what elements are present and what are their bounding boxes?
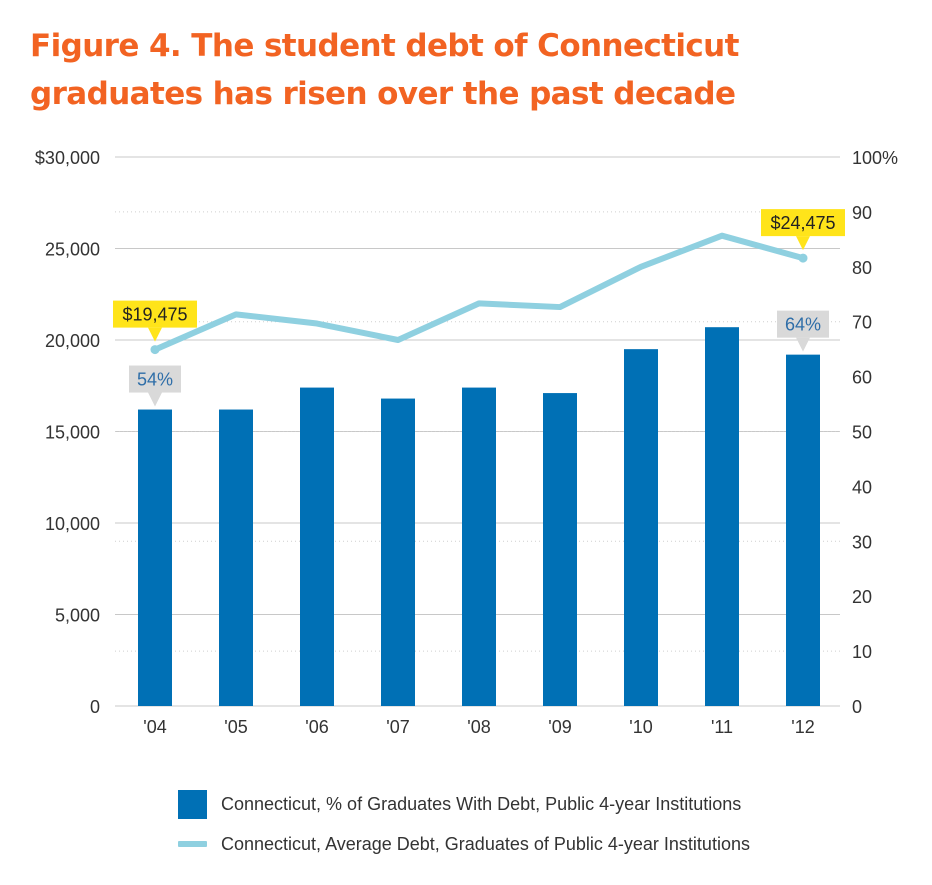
legend-label-bars: Connecticut, % of Graduates With Debt, P… — [221, 793, 742, 814]
right-axis-tick-label: 80 — [852, 258, 872, 278]
x-axis-tick-label: '07 — [386, 717, 409, 737]
right-axis-tick-label: 100% — [852, 148, 898, 168]
annotations: $19,475 $24,475 54% 64% — [113, 209, 845, 407]
right-axis-tick-label: 30 — [852, 532, 872, 552]
bar — [138, 409, 172, 706]
left-axis-ticks: $30,000 25,000 20,000 15,000 10,000 5,000 0 — [35, 148, 100, 717]
line-point — [798, 253, 808, 263]
right-axis-tick-label: 0 — [852, 697, 862, 717]
chart-area: $30,000 25,000 20,000 15,000 10,000 5,000 0 10… — [35, 148, 898, 737]
right-axis-tick-label: 50 — [852, 423, 872, 443]
callout-pointer — [148, 327, 162, 342]
chart-title: Figure 4. The student debt of Connecticu… — [30, 28, 739, 112]
percent-callout: 54% — [129, 365, 181, 407]
callout-box — [129, 365, 181, 393]
right-axis-tick-label: 10 — [852, 642, 872, 662]
callout-box — [777, 310, 829, 338]
legend-item-line: Connecticut, Average Debt, Graduates of … — [178, 828, 750, 860]
callout-pointer — [796, 337, 810, 352]
x-axis-tick-label: '05 — [224, 717, 247, 737]
bar — [381, 398, 415, 706]
bar-series — [138, 327, 820, 706]
x-axis-ticks: '04 '05 '06 '07 '08 '09 '10 '11 '12 — [143, 717, 814, 737]
callout-box — [113, 300, 197, 328]
right-axis-tick-label: 20 — [852, 587, 872, 607]
left-axis-tick-label: $30,000 — [35, 148, 100, 168]
callout-label: $19,475 — [122, 305, 187, 325]
callout-label: 54% — [137, 370, 173, 390]
left-axis-tick-label: 10,000 — [45, 514, 100, 534]
left-axis-tick-label: 0 — [90, 697, 100, 717]
right-axis-tick-label: 60 — [852, 368, 872, 388]
bar — [624, 349, 658, 706]
legend: Connecticut, % of Graduates With Debt, P… — [178, 788, 750, 868]
callout-pointer — [796, 236, 810, 251]
legend-item-bars: Connecticut, % of Graduates With Debt, P… — [178, 788, 750, 820]
legend-swatch-line — [178, 841, 207, 847]
right-axis-tick-label: 40 — [852, 477, 872, 497]
legend-label-line: Connecticut, Average Debt, Graduates of … — [221, 833, 750, 854]
line-series — [150, 232, 808, 355]
x-axis-tick-label: '11 — [711, 717, 733, 737]
callout-box — [761, 209, 845, 237]
bar — [462, 387, 496, 706]
percent-callout: 64% — [777, 310, 829, 352]
bar — [219, 409, 253, 706]
left-axis-tick-label: 20,000 — [45, 331, 100, 351]
line-point — [150, 345, 160, 355]
bar — [786, 354, 820, 706]
x-axis-tick-label: '06 — [305, 717, 328, 737]
bar — [543, 393, 577, 706]
left-axis-tick-label: 5,000 — [55, 606, 100, 626]
bar — [705, 327, 739, 706]
x-axis-tick-label: '10 — [629, 717, 652, 737]
left-axis-tick-label: 25,000 — [45, 240, 100, 260]
x-axis-tick-label: '04 — [143, 717, 166, 737]
x-axis-tick-label: '09 — [548, 717, 571, 737]
x-axis-tick-label: '12 — [791, 717, 814, 737]
debt-callout: $19,475 — [113, 300, 197, 342]
callout-pointer — [148, 392, 162, 407]
x-axis-tick-label: '08 — [467, 717, 490, 737]
right-axis-tick-label: 90 — [852, 203, 872, 223]
right-axis-ticks: 100% 90 80 70 60 50 40 30 20 10 0 — [852, 148, 898, 717]
bar — [300, 387, 334, 706]
debt-callout: $24,475 — [761, 209, 845, 251]
left-axis-tick-label: 15,000 — [45, 423, 100, 443]
legend-swatch-bar — [178, 789, 207, 819]
right-axis-tick-label: 70 — [852, 313, 872, 333]
callout-label: $24,475 — [770, 213, 835, 233]
callout-label: 64% — [785, 315, 821, 335]
line-series-path — [152, 232, 806, 353]
